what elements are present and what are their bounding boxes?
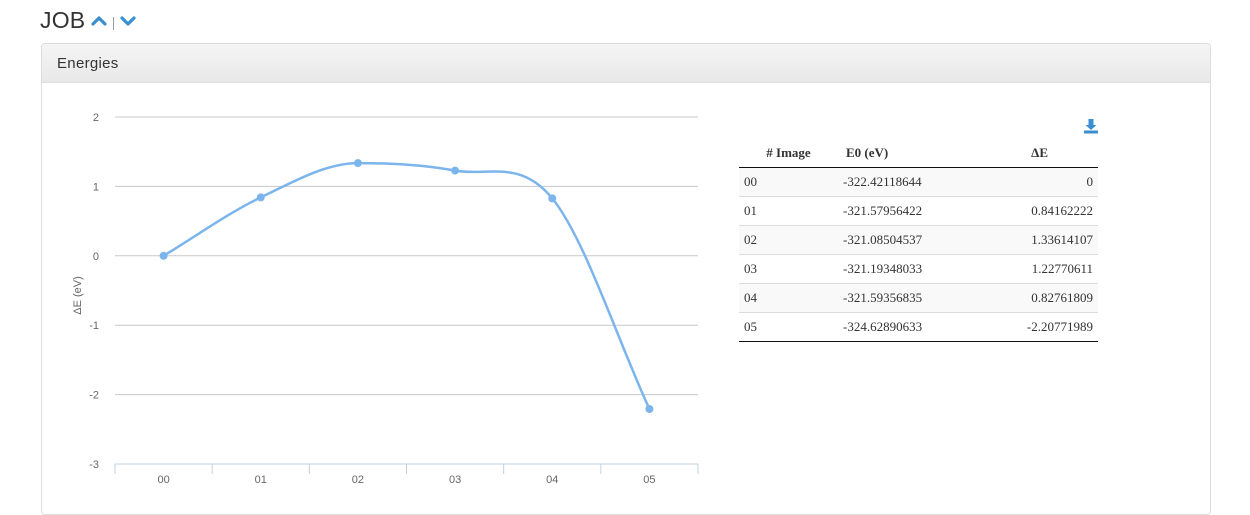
cell-e0: -324.62890633 — [838, 312, 968, 342]
chevron-up-icon[interactable] — [91, 13, 107, 27]
y-tick-label: 0 — [93, 251, 99, 263]
data-point — [548, 194, 557, 203]
y-tick-label: -3 — [89, 459, 99, 471]
cell-e0: -321.19348033 — [838, 254, 968, 284]
data-point — [353, 159, 362, 168]
nav-separator — [113, 16, 115, 30]
cell-image: 01 — [739, 196, 838, 226]
data-point — [159, 251, 168, 260]
energies-table: # Image E0 (eV) ΔE 00 -322.42118644 0 01… — [739, 139, 1098, 342]
cell-image: 05 — [739, 312, 838, 342]
table-header-row: # Image E0 (eV) ΔE — [739, 139, 1098, 168]
x-tick-label: 04 — [546, 474, 558, 486]
cell-e0: -321.08504537 — [838, 225, 968, 255]
table-row: 04 -321.59356835 0.82761809 — [739, 283, 1098, 313]
table-row: 05 -324.62890633 -2.20771989 — [739, 312, 1098, 342]
cell-e0: -321.57956422 — [838, 196, 968, 226]
y-tick-label: -2 — [89, 390, 99, 402]
header-delta-e: ΔE — [968, 139, 1098, 168]
x-tick-label: 01 — [255, 474, 267, 486]
cell-image: 02 — [739, 225, 838, 255]
cell-image: 03 — [739, 254, 838, 284]
x-tick-label: 03 — [449, 474, 461, 486]
series-line — [162, 161, 651, 410]
header-image: # Image — [739, 139, 838, 168]
chevron-down-icon[interactable] — [120, 13, 136, 27]
job-header: JOB — [40, 4, 136, 36]
y-tick-label: -1 — [89, 320, 99, 332]
table-row: 00 -322.42118644 0 — [739, 167, 1098, 197]
x-tick-label: 02 — [352, 474, 364, 486]
cell-image: 00 — [744, 174, 757, 189]
y-tick-label: 2 — [93, 112, 99, 124]
cell-delta-e: 1.33614107 — [968, 225, 1098, 255]
panel-heading: Energies — [42, 44, 1210, 83]
cell-delta-e: 1.22770611 — [968, 254, 1098, 284]
data-point — [645, 405, 654, 414]
cell-delta-e: 0.84162222 — [968, 196, 1098, 226]
header-e0: E0 (eV) — [838, 139, 968, 168]
data-point — [451, 166, 460, 175]
x-tick-label: 00 — [157, 474, 169, 486]
x-tick-label: 05 — [643, 474, 655, 486]
panel-title: Energies — [57, 54, 119, 72]
download-icon[interactable] — [1083, 118, 1099, 134]
cell-image: 04 — [739, 283, 838, 313]
table-row: 02 -321.08504537 1.33614107 — [739, 225, 1098, 255]
cell-e0: -321.59356835 — [838, 283, 968, 313]
y-tick-label: 1 — [93, 181, 99, 193]
table-row: 01 -321.57956422 0.84162222 — [739, 196, 1098, 226]
cell-delta-e: -2.20771989 — [968, 312, 1098, 342]
cell-e0: -322.42118644 — [843, 174, 922, 189]
page-title: JOB — [40, 6, 86, 33]
data-point — [256, 193, 265, 202]
cell-delta-e: 0.82761809 — [968, 283, 1098, 313]
cell-delta-e: 0 — [1086, 174, 1094, 189]
y-axis-label: ΔE (eV) — [72, 276, 84, 315]
table-row: 03 -321.19348033 1.22770611 — [739, 254, 1098, 284]
